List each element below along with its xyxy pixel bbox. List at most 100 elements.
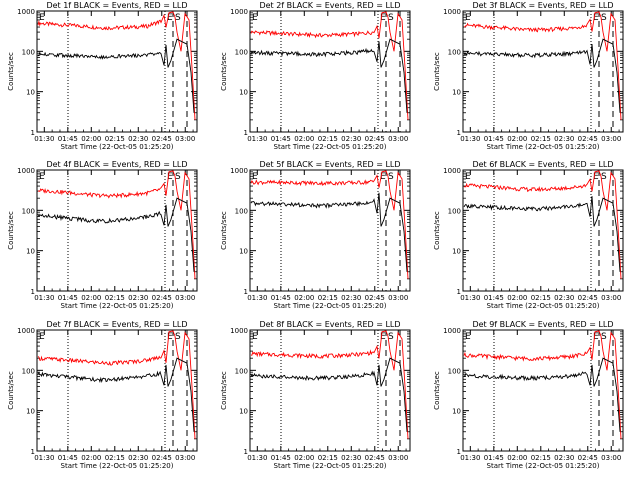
plot-frame [249, 169, 411, 292]
series-line-red [463, 11, 622, 120]
series-line-red [463, 330, 622, 439]
x-axis-label: Start Time (22-Oct-05 01:25:20) [487, 302, 600, 310]
x-tick-label: 01:45 [484, 294, 504, 302]
y-tick-label: 1000 [230, 8, 248, 16]
x-tick-label: 02:30 [554, 135, 574, 143]
x-tick-label: 01:30 [34, 135, 54, 143]
x-tick-label: 03:00 [175, 294, 195, 302]
series-line-black [250, 38, 408, 113]
y-tick-label: 10 [452, 248, 461, 256]
series-line-red [37, 330, 196, 439]
y-tick-label: 10 [239, 248, 248, 256]
y-tick-label: 10 [239, 408, 248, 416]
marker-label: S [601, 172, 607, 182]
plot-frame [36, 10, 198, 133]
marker-label: S [175, 172, 181, 182]
x-tick-label: 01:30 [247, 454, 267, 462]
y-tick-label: 100 [235, 207, 248, 215]
y-tick-label: 10 [26, 408, 35, 416]
marker-label: E [593, 13, 599, 23]
x-axis-label: Start Time (22-Oct-05 01:25:20) [274, 302, 387, 310]
x-tick-label: 01:45 [484, 135, 504, 143]
x-tick-label: 02:15 [531, 294, 551, 302]
x-tick-label: 02:15 [531, 454, 551, 462]
x-tick-label: 02:30 [341, 294, 361, 302]
y-axis-label: Counts/sec [433, 371, 441, 410]
y-tick-label: 100 [448, 207, 461, 215]
marker-label: E [465, 332, 471, 342]
x-tick-label: 01:30 [247, 294, 267, 302]
chart-title: Det 1f BLACK = Events, RED = LLD [46, 1, 187, 10]
x-tick-label: 02:45 [152, 294, 172, 302]
chart-panel: Det 9f BLACK = Events, RED = LLD 1 10 100 10… [433, 320, 624, 470]
x-tick-label: 02:30 [554, 454, 574, 462]
y-tick-label: 100 [22, 367, 35, 375]
x-tick-label: 01:45 [271, 294, 291, 302]
x-tick-label: 02:45 [365, 135, 385, 143]
x-tick-label: 02:45 [152, 454, 172, 462]
y-axis-label: Counts/sec [7, 371, 15, 410]
x-tick-label: 02:00 [81, 135, 101, 143]
chart-panel: Det 6f BLACK = Events, RED = LLD 1 10 100 10… [433, 160, 624, 310]
y-axis-label: Counts/sec [433, 211, 441, 250]
marker-label: S [388, 13, 394, 23]
plot-frame [36, 329, 198, 452]
y-tick-label: 10 [239, 89, 248, 97]
series-line-black [37, 357, 195, 432]
x-axis-label: Start Time (22-Oct-05 01:25:20) [61, 462, 174, 470]
y-tick-label: 1000 [17, 167, 35, 175]
y-tick-label: 100 [22, 48, 35, 56]
x-tick-label: 02:15 [318, 294, 338, 302]
x-tick-label: 03:00 [388, 294, 408, 302]
marker-label: E [380, 13, 386, 23]
series-line-red [250, 11, 409, 120]
plot-frame [462, 329, 624, 452]
x-tick-label: 02:15 [318, 454, 338, 462]
y-tick-label: 1 [244, 288, 248, 296]
y-tick-label: 1 [31, 288, 35, 296]
chart-panel: Det 7f BLACK = Events, RED = LLD 1 10 100 10… [7, 320, 198, 470]
series-line-black [37, 197, 195, 272]
x-tick-label: 02:30 [341, 454, 361, 462]
x-tick-label: 01:30 [460, 135, 480, 143]
y-axis-label: Counts/sec [220, 52, 228, 91]
series-line-red [250, 330, 409, 439]
x-tick-label: 01:30 [460, 454, 480, 462]
marker-label: E [167, 332, 173, 342]
x-tick-label: 02:45 [578, 135, 598, 143]
marker-label: E [252, 13, 258, 23]
plot-frame [249, 10, 411, 133]
x-tick-label: 01:45 [58, 294, 78, 302]
marker-label: E [39, 172, 45, 182]
x-tick-label: 03:00 [175, 135, 195, 143]
y-axis-label: Counts/sec [220, 371, 228, 410]
marker-label: S [388, 332, 394, 342]
marker-label: S [175, 13, 181, 23]
x-tick-label: 01:45 [58, 135, 78, 143]
marker-label: E [593, 172, 599, 182]
series-line-black [463, 357, 621, 432]
x-tick-label: 02:30 [554, 294, 574, 302]
x-tick-label: 02:15 [531, 135, 551, 143]
y-tick-label: 1000 [17, 327, 35, 335]
plot-frame [462, 169, 624, 292]
chart-panel: Det 4f BLACK = Events, RED = LLD 1 10 100 10… [7, 160, 198, 310]
x-tick-label: 01:30 [34, 454, 54, 462]
y-tick-label: 1000 [443, 167, 461, 175]
chart-panel: Det 3f BLACK = Events, RED = LLD 1 10 100 10… [433, 1, 624, 151]
chart-title: Det 3f BLACK = Events, RED = LLD [472, 1, 613, 10]
y-tick-label: 1 [457, 129, 461, 137]
chart-panel: Det 8f BLACK = Events, RED = LLD 1 10 100 10… [220, 320, 411, 470]
x-tick-label: 03:00 [601, 294, 621, 302]
x-tick-label: 02:45 [578, 454, 598, 462]
x-tick-label: 02:15 [105, 135, 125, 143]
marker-label: E [252, 172, 258, 182]
marker-label: E [380, 332, 386, 342]
y-axis-label: Counts/sec [7, 211, 15, 250]
marker-label: E [252, 332, 258, 342]
x-tick-label: 03:00 [388, 135, 408, 143]
marker-label: E [593, 332, 599, 342]
y-tick-label: 1000 [230, 327, 248, 335]
series-line-black [463, 38, 621, 113]
